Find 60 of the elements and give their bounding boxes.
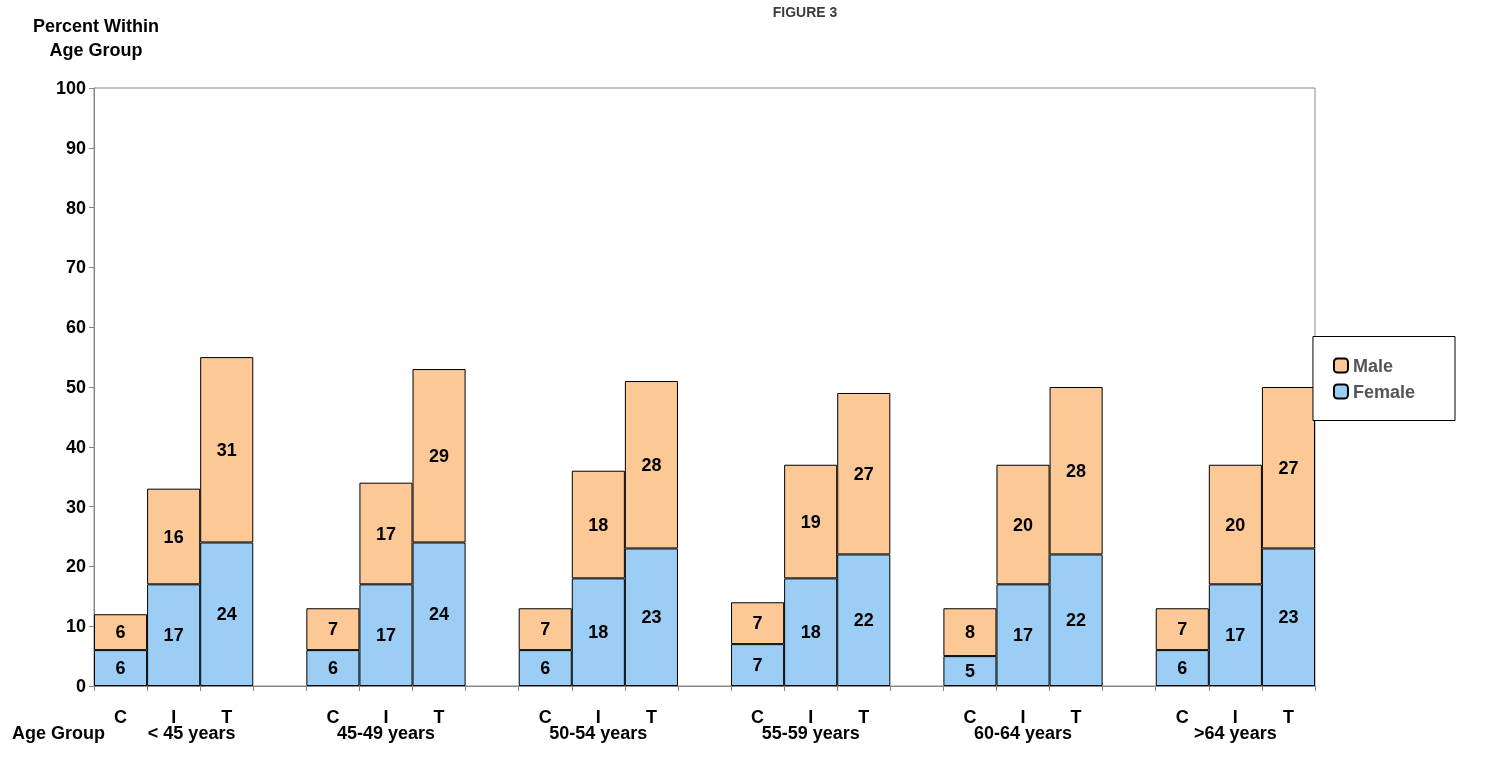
- x-tick-label: T: [858, 707, 870, 727]
- data-label: 23: [1278, 607, 1299, 628]
- x-tick-label: T: [645, 707, 657, 727]
- data-label: 7: [752, 613, 763, 634]
- data-label: 5: [964, 661, 975, 682]
- x-tick-label: T: [433, 707, 445, 727]
- y-tick-label: 80: [65, 197, 86, 218]
- data-label: 17: [1013, 625, 1034, 646]
- data-label: 20: [1225, 514, 1246, 535]
- y-tick-label: 30: [65, 496, 86, 517]
- data-label: 27: [1278, 457, 1299, 478]
- data-label: 27: [853, 463, 874, 484]
- y-tick-label: 10: [65, 616, 86, 637]
- y-tick-label: 50: [65, 377, 86, 397]
- data-label: 24: [216, 604, 237, 625]
- data-label: 20: [1013, 514, 1034, 535]
- data-label: 22: [1066, 610, 1087, 631]
- legend-label: Male: [1352, 355, 1393, 376]
- data-label: 6: [327, 658, 338, 679]
- y-tick-label: 40: [65, 436, 86, 457]
- y-axis-title: Percent Within Age Group: [33, 16, 159, 60]
- y-tick-label: 70: [65, 257, 86, 278]
- legend-label: Female: [1352, 381, 1416, 402]
- data-label: 23: [641, 607, 662, 628]
- data-label: 18: [800, 622, 821, 643]
- data-label: 18: [588, 514, 609, 535]
- data-label: 7: [752, 655, 763, 676]
- x-tick-label: C: [538, 707, 552, 727]
- data-label: 31: [216, 439, 237, 460]
- data-label: 6: [1177, 658, 1188, 679]
- data-label: 29: [429, 445, 450, 466]
- data-label: 6: [115, 622, 126, 643]
- x-tick-label: C: [1175, 707, 1189, 727]
- data-label: 8: [964, 622, 975, 643]
- data-label: 18: [588, 622, 609, 643]
- data-label: 17: [375, 625, 396, 646]
- data-label: 24: [429, 604, 450, 625]
- x-tick-label: T: [1070, 707, 1082, 727]
- data-label: 28: [1066, 460, 1087, 481]
- x-axis-title: Age Group: [12, 723, 105, 743]
- y-tick-label: 0: [75, 676, 86, 696]
- data-label: 19: [800, 511, 821, 532]
- data-label: 28: [641, 454, 662, 475]
- data-label: 6: [115, 658, 126, 679]
- data-label: 17: [375, 523, 396, 544]
- data-label: 6: [540, 658, 551, 679]
- data-label: 17: [1225, 625, 1246, 646]
- y-tick-label: 90: [65, 137, 86, 158]
- data-label: 17: [163, 625, 184, 646]
- y-tick-label: 100: [55, 78, 86, 98]
- data-label: 7: [1177, 619, 1188, 640]
- x-tick-label: C: [114, 707, 128, 727]
- chart-title: FIGURE 3: [772, 4, 838, 20]
- data-label: 16: [163, 526, 184, 547]
- data-label: 7: [540, 619, 551, 640]
- x-tick-label: T: [1282, 707, 1294, 727]
- data-label: 7: [327, 619, 338, 640]
- y-tick-label: 60: [65, 317, 86, 338]
- data-label: 22: [853, 610, 874, 631]
- y-tick-label: 20: [65, 556, 86, 577]
